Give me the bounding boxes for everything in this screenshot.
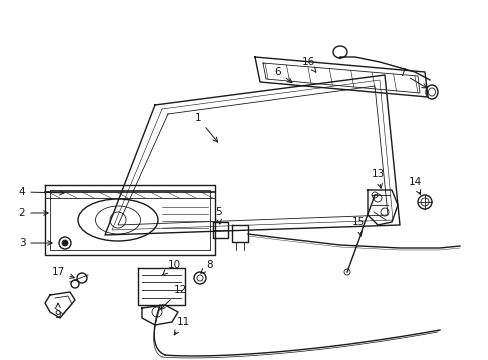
Text: 7: 7 xyxy=(398,68,426,88)
Text: 9: 9 xyxy=(55,303,61,320)
Text: 13: 13 xyxy=(370,169,384,188)
Text: 2: 2 xyxy=(19,208,48,218)
Text: 15: 15 xyxy=(351,217,364,236)
Text: 3: 3 xyxy=(19,238,52,248)
Text: 14: 14 xyxy=(407,177,421,194)
Text: 12: 12 xyxy=(161,285,186,309)
Text: 5: 5 xyxy=(214,207,221,224)
Circle shape xyxy=(62,240,68,246)
Text: 6: 6 xyxy=(274,67,291,83)
Text: 10: 10 xyxy=(163,260,180,275)
Text: 4: 4 xyxy=(19,187,64,197)
Text: 8: 8 xyxy=(201,260,213,273)
Text: 11: 11 xyxy=(174,317,189,335)
Text: 1: 1 xyxy=(194,113,217,142)
Text: 16: 16 xyxy=(301,57,315,72)
Text: 17: 17 xyxy=(51,267,74,278)
